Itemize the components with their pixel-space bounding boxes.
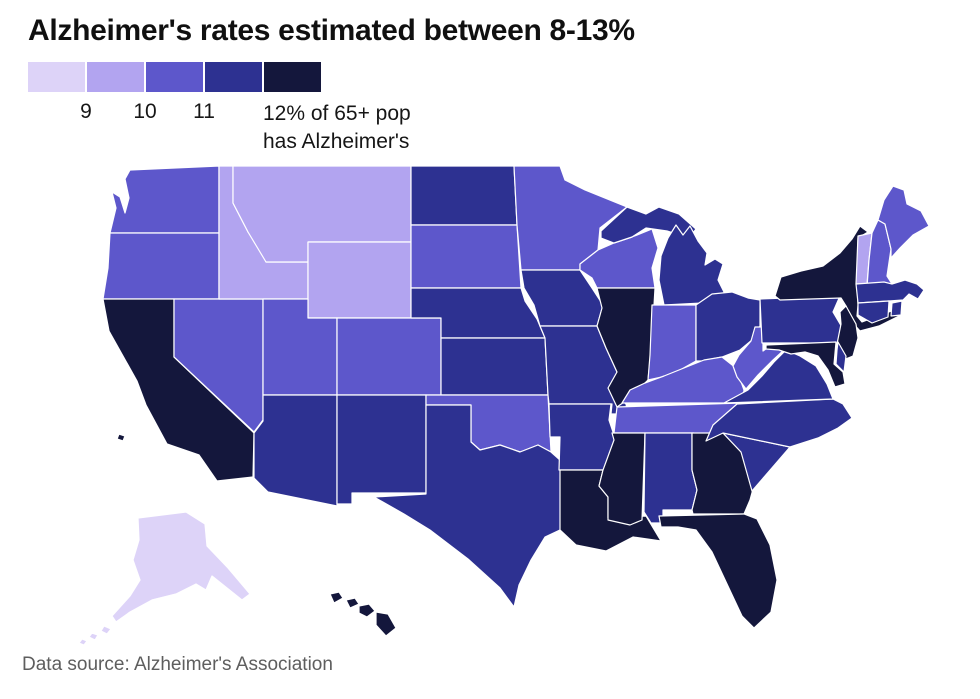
state-wa — [109, 165, 220, 234]
state-ms — [598, 432, 646, 526]
state-ar — [548, 403, 616, 471]
state-ri — [890, 300, 903, 317]
state-mi-lower — [658, 224, 725, 306]
legend: 9 10 11 12% of 65+ pop has Alzheimer's — [28, 62, 488, 162]
legend-swatch-12-13 — [264, 62, 321, 92]
state-ak — [111, 511, 251, 623]
state-wi — [579, 228, 659, 289]
state-ma — [855, 279, 925, 304]
legend-tick-11: 11 — [193, 100, 215, 123]
state-mn — [513, 165, 628, 271]
state-ak-aleutian-3 — [78, 638, 88, 646]
state-ak-aleutian-1 — [100, 625, 112, 635]
state-nm — [336, 394, 427, 505]
state-sd — [410, 224, 522, 289]
state-hi-kauai — [329, 591, 344, 604]
state-me — [877, 185, 930, 259]
state-co — [336, 317, 442, 396]
legend-labels: 9 10 11 12% of 65+ pop has Alzheimer's — [28, 100, 488, 162]
state-fl — [658, 513, 778, 629]
state-hi-maui — [358, 603, 376, 618]
state-ak-aleutian-2 — [88, 632, 99, 641]
state-wy — [307, 241, 412, 319]
state-md — [765, 341, 846, 388]
legend-swatch-8-9 — [28, 62, 85, 92]
state-tx — [373, 404, 564, 608]
legend-swatch-11-12 — [205, 62, 262, 92]
legend-swatch-9-10 — [87, 62, 144, 92]
chart-title: Alzheimer's rates estimated between 8-13… — [28, 14, 635, 47]
state-ks — [440, 337, 549, 396]
state-hi-big-island — [375, 611, 397, 637]
state-az — [253, 394, 338, 507]
state-or — [102, 232, 220, 300]
legend-tick-9: 9 — [80, 100, 92, 123]
legend-tick-10: 10 — [133, 100, 157, 123]
state-pa — [759, 295, 844, 344]
data-source-note: Data source: Alzheimer's Association — [22, 654, 333, 675]
legend-top-bin-label: 12% of 65+ pop has Alzheimer's — [263, 102, 411, 153]
state-ct — [857, 300, 890, 324]
state-hi-oahu — [345, 597, 360, 609]
legend-swatch-10-11 — [146, 62, 203, 92]
state-ca-island — [116, 433, 126, 442]
state-al — [643, 432, 698, 524]
legend-swatches — [28, 62, 488, 92]
state-de — [835, 341, 847, 373]
state-nc — [705, 398, 853, 448]
state-nd — [410, 165, 518, 226]
